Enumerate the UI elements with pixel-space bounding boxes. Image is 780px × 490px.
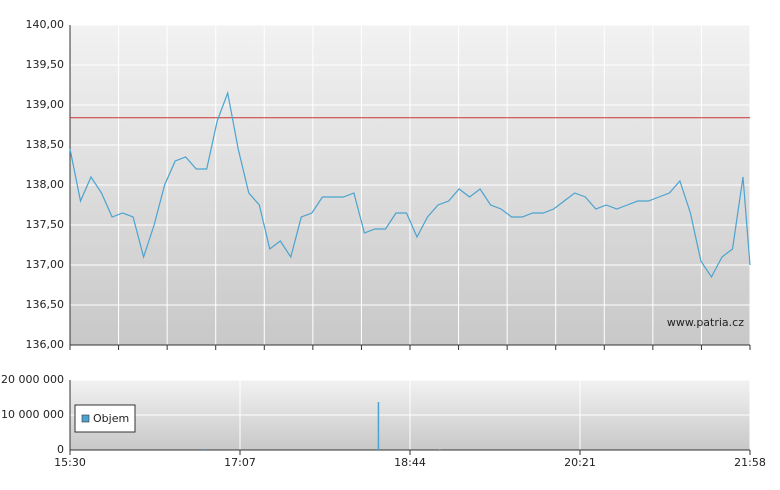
- x-tick-label: 17:07: [224, 456, 256, 469]
- y-tick-label: 10 000 000: [1, 408, 64, 421]
- x-tick-label: 21:58: [734, 456, 766, 469]
- y-tick-label: 20 000 000: [1, 373, 64, 386]
- volume-bar: [439, 449, 441, 450]
- x-tick-label: 15:30: [54, 456, 86, 469]
- x-tick-label: 18:44: [394, 456, 426, 469]
- watermark: www.patria.cz: [667, 316, 744, 329]
- volume-bar: [204, 448, 206, 450]
- y-tick-label: 0: [57, 443, 64, 456]
- y-tick-label: 139,00: [26, 98, 65, 111]
- y-tick-label: 138,00: [26, 178, 65, 191]
- legend-label: Objem: [93, 412, 129, 425]
- y-tick-label: 136,00: [26, 338, 65, 351]
- y-tick-label: 138,50: [26, 138, 65, 151]
- y-tick-label: 137,50: [26, 218, 65, 231]
- y-tick-label: 137,00: [26, 258, 65, 271]
- price-line: [69, 90, 751, 279]
- x-tick-label: 20:21: [564, 456, 596, 469]
- volume-bar: [377, 402, 380, 450]
- legend-swatch: [81, 414, 90, 423]
- y-tick-label: 140,00: [26, 18, 65, 31]
- y-tick-label: 139,50: [26, 58, 65, 71]
- y-tick-label: 136,50: [26, 298, 65, 311]
